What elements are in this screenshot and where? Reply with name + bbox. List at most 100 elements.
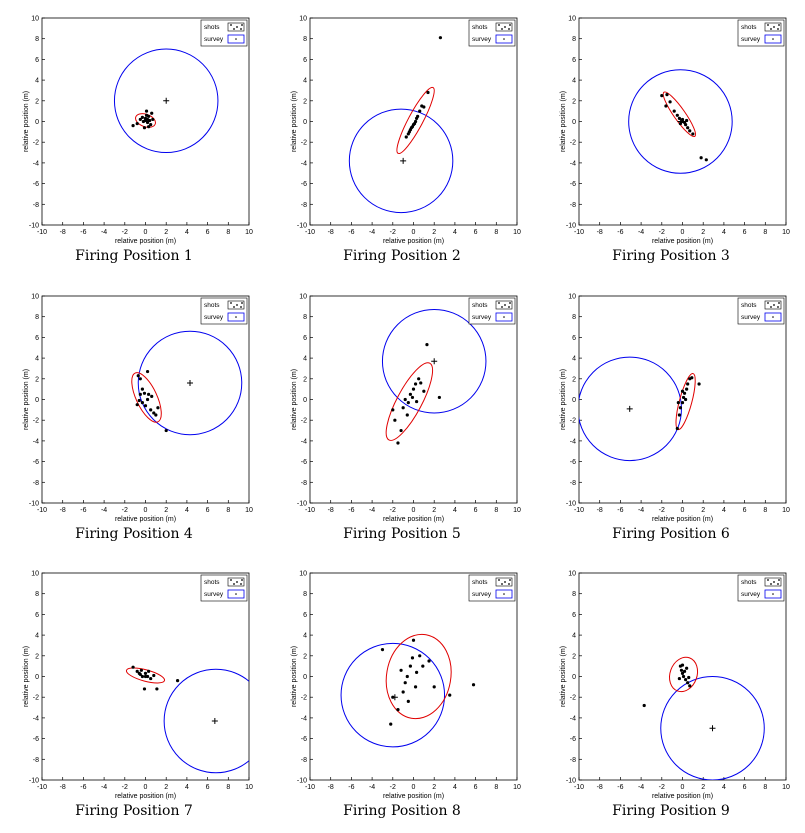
legend-swatch-shots [764, 300, 782, 310]
y-tick-label: 2 [303, 653, 307, 660]
legend-swatch-shots [495, 300, 513, 310]
shot-point [682, 391, 687, 395]
survey-error-circle [113, 48, 219, 154]
scatter-plot-1: -10-10 -8 -8 -6 -6 -4 -4 -2 -2 0 0 2 2 4 4 6 6 8 8 10 10 rela… [23, 16, 253, 246]
shot-point [150, 111, 154, 115]
y-tick-label: -4 [301, 715, 307, 722]
x-tick-label: 8 [226, 507, 230, 514]
x-tick-label: -8 [597, 229, 603, 236]
shot-error-ellipse [125, 667, 166, 684]
survey-point-marker [391, 694, 398, 701]
shot-point [145, 397, 150, 402]
shot-point [145, 369, 150, 374]
x-axis-label: relative position (m) [652, 793, 713, 800]
y-tick-label: -10 [29, 223, 39, 230]
legend-shots-dot [778, 302, 780, 304]
x-tick-label: -2 [659, 507, 665, 514]
legend-label-shots: shots [741, 302, 757, 309]
x-tick-label: -4 [369, 229, 375, 236]
y-tick-label: -2 [570, 140, 576, 147]
legend-shots-dot [777, 306, 779, 308]
legend-shots-dot [508, 28, 510, 30]
shot-point [152, 411, 156, 415]
x-tick-label: 6 [474, 507, 478, 514]
x-tick-label: 0 [144, 507, 148, 514]
shot-point [142, 126, 147, 130]
y-tick-label: 6 [35, 57, 39, 64]
shot-point [408, 664, 412, 668]
legend-survey-dot [235, 593, 237, 595]
shot-point [419, 381, 423, 385]
shot-point [691, 132, 695, 136]
legend-survey-dot [772, 593, 774, 595]
y-axis-label: relative position (m) [23, 646, 30, 707]
y-tick-label: 2 [303, 376, 307, 383]
y-tick-label: 10 [31, 294, 39, 301]
x-tick-label: 2 [432, 784, 436, 791]
shot-point [665, 92, 669, 97]
y-axis-label: relative position (m) [560, 646, 567, 707]
legend-shots-dot [240, 306, 242, 308]
shot-point [422, 105, 426, 109]
y-tick-label: -10 [29, 778, 39, 785]
x-tick-label: -8 [60, 507, 66, 514]
y-axis-label: relative position (m) [560, 369, 567, 430]
x-tick-label: -8 [328, 507, 334, 514]
shot-point [422, 389, 426, 393]
survey-error-circle [628, 69, 733, 174]
legend-shots-dot [509, 302, 511, 304]
y-tick-label: 4 [303, 78, 307, 85]
legend-label-shots: shots [472, 302, 488, 309]
shot-point [408, 392, 412, 396]
y-tick-label: -2 [33, 695, 39, 702]
x-tick-label: -4 [369, 507, 375, 514]
plot-frame [309, 17, 518, 226]
shot-point [418, 654, 422, 658]
panel-caption: Firing Position 2 [343, 248, 461, 264]
legend-swatch-shots [227, 22, 245, 32]
legend-shots-dot [767, 302, 769, 304]
x-tick-label: 8 [763, 784, 767, 791]
x-tick-label: -10 [574, 784, 584, 791]
legend-shots-dot [240, 28, 242, 30]
y-tick-label: -2 [301, 140, 307, 147]
x-tick-label: 0 [412, 229, 416, 236]
y-tick-label: -6 [570, 736, 576, 743]
shot-point [690, 376, 694, 380]
legend-shots-dot [504, 581, 506, 583]
x-tick-label: -6 [80, 229, 86, 236]
x-tick-label: -2 [122, 784, 128, 791]
shot-point [677, 413, 681, 417]
y-tick-label: -8 [33, 202, 39, 209]
x-axis-label: relative position (m) [383, 238, 444, 245]
scatter-plot-7: -10-10 -8 -8 -6 -6 -4 -4 -2 -2 0 0 2 2 4 4 6 6 8 8 10 10 rela… [23, 571, 253, 801]
x-tick-label: -10 [574, 507, 584, 514]
y-tick-label: -6 [33, 181, 39, 188]
shot-point [684, 397, 688, 402]
legend-swatch-shots [495, 22, 513, 32]
y-tick-label: -10 [566, 778, 576, 785]
legend-shots-dot [770, 306, 772, 308]
shot-point [131, 124, 135, 128]
y-tick-label: -10 [566, 223, 576, 230]
y-tick-label: 10 [31, 16, 39, 23]
y-tick-label: 0 [572, 397, 576, 404]
legend-shots-dot [498, 302, 500, 304]
y-tick-label: 10 [299, 571, 307, 578]
y-tick-label: 4 [572, 78, 576, 85]
x-axis-label: relative position (m) [652, 516, 713, 523]
shot-point [410, 656, 415, 660]
y-tick-label: -6 [33, 459, 39, 466]
shot-point [152, 673, 156, 678]
x-axis-label: relative position (m) [115, 516, 176, 523]
shot-point [415, 116, 419, 120]
y-tick-label: -4 [570, 438, 576, 445]
x-tick-label: 6 [743, 507, 747, 514]
survey-error-circle [660, 676, 765, 780]
chart-panel-6: -10 -10 -8 -8 -6 -6 -4 -4 -2 -2 0 0 2 2 4 4 6 6 8 8 10 10 rela… [537, 278, 805, 556]
legend-shots-dot [501, 28, 503, 30]
survey-error-circle [163, 668, 249, 774]
shot-point [425, 343, 429, 347]
y-tick-label: 4 [35, 78, 39, 85]
legend-label-survey: survey [741, 591, 761, 598]
